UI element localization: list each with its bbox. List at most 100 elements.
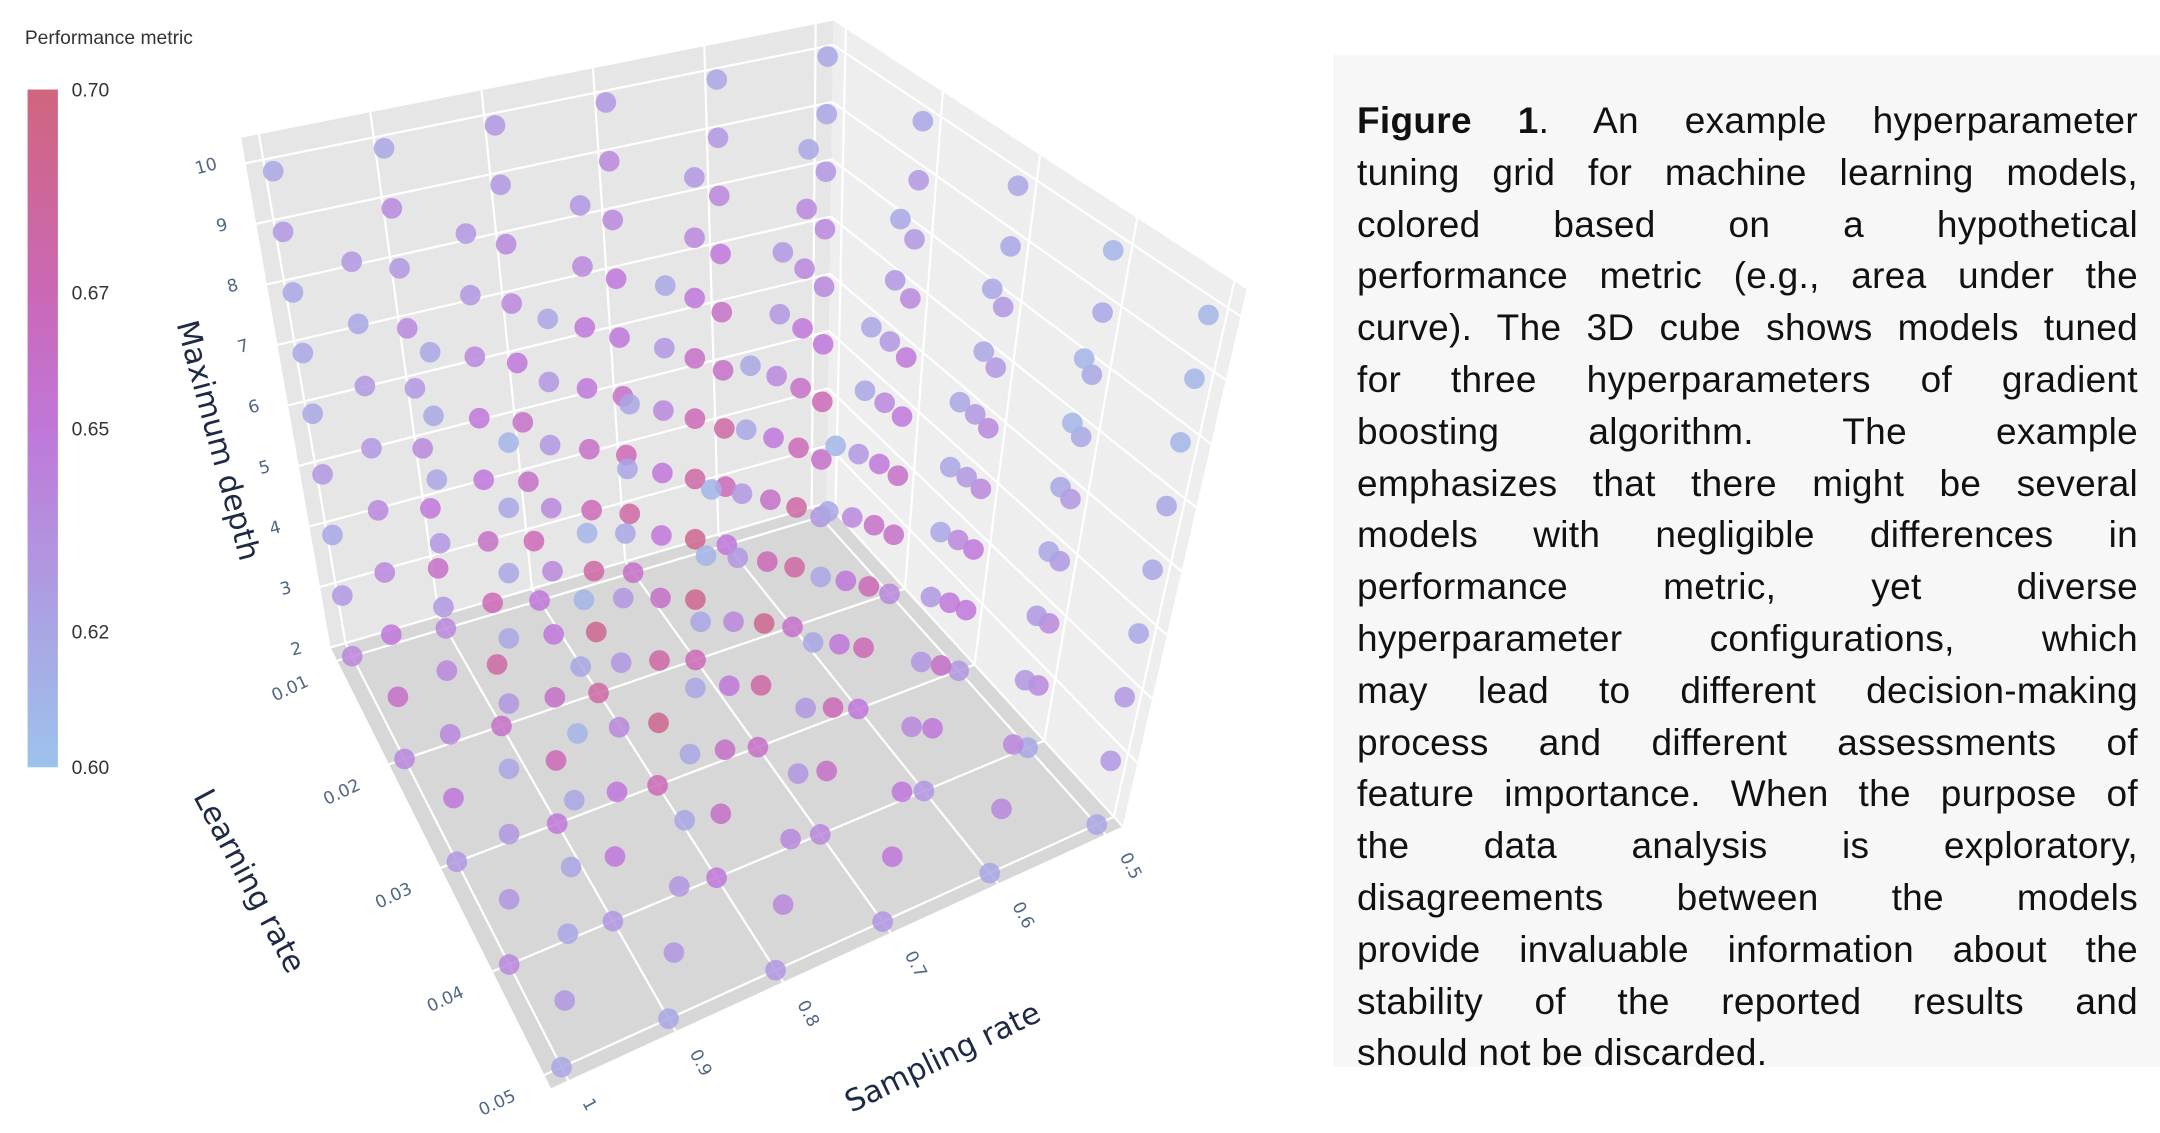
data-point[interactable] bbox=[731, 483, 753, 505]
data-point[interactable] bbox=[389, 257, 410, 279]
data-point[interactable] bbox=[825, 435, 846, 457]
data-point[interactable] bbox=[579, 438, 600, 460]
data-point[interactable] bbox=[858, 576, 880, 597]
data-point[interactable] bbox=[538, 371, 560, 393]
data-point[interactable] bbox=[956, 466, 978, 488]
data-point[interactable] bbox=[563, 789, 585, 811]
data-point[interactable] bbox=[1198, 304, 1219, 326]
data-point[interactable] bbox=[1062, 412, 1083, 434]
data-point[interactable] bbox=[396, 317, 418, 339]
data-point[interactable] bbox=[684, 528, 706, 550]
data-point[interactable] bbox=[387, 686, 409, 708]
data-point[interactable] bbox=[973, 341, 995, 362]
data-point[interactable] bbox=[763, 427, 784, 449]
data-point[interactable] bbox=[404, 377, 426, 399]
data-point[interactable] bbox=[910, 651, 932, 673]
data-point[interactable] bbox=[650, 587, 671, 609]
data-point[interactable] bbox=[798, 138, 819, 160]
data-point[interactable] bbox=[900, 288, 921, 309]
data-point[interactable] bbox=[498, 954, 520, 975]
data-point[interactable] bbox=[769, 303, 791, 325]
data-point[interactable] bbox=[543, 623, 564, 645]
data-point[interactable] bbox=[890, 208, 911, 230]
data-point[interactable] bbox=[795, 697, 816, 719]
data-point[interactable] bbox=[482, 592, 503, 614]
data-point[interactable] bbox=[904, 229, 925, 250]
data-point[interactable] bbox=[498, 627, 520, 649]
data-point[interactable] bbox=[710, 803, 732, 825]
data-point[interactable] bbox=[753, 613, 775, 634]
data-point[interactable] bbox=[506, 352, 528, 374]
data-point[interactable] bbox=[412, 438, 434, 459]
data-point[interactable] bbox=[756, 551, 778, 572]
data-point[interactable] bbox=[574, 317, 596, 338]
data-point[interactable] bbox=[570, 656, 592, 677]
data-point[interactable] bbox=[546, 813, 568, 834]
data-point[interactable] bbox=[684, 408, 706, 429]
data-point[interactable] bbox=[573, 589, 595, 611]
data-point[interactable] bbox=[540, 497, 562, 519]
data-point[interactable] bbox=[881, 846, 903, 868]
data-point[interactable] bbox=[747, 736, 769, 758]
data-point[interactable] bbox=[498, 888, 520, 910]
data-point[interactable] bbox=[772, 241, 794, 263]
data-point[interactable] bbox=[560, 856, 582, 878]
data-point[interactable] bbox=[490, 174, 511, 196]
data-point[interactable] bbox=[498, 497, 520, 519]
data-point[interactable] bbox=[787, 763, 809, 784]
data-point[interactable] bbox=[887, 465, 909, 487]
data-point[interactable] bbox=[816, 760, 837, 782]
data-point[interactable] bbox=[884, 269, 906, 291]
data-point[interactable] bbox=[816, 103, 838, 125]
data-point[interactable] bbox=[949, 391, 971, 413]
data-point[interactable] bbox=[948, 660, 969, 682]
data-point[interactable] bbox=[708, 185, 730, 207]
data-point[interactable] bbox=[977, 417, 999, 439]
data-point[interactable] bbox=[576, 522, 598, 544]
data-point[interactable] bbox=[991, 798, 1012, 820]
data-point[interactable] bbox=[498, 432, 519, 453]
data-point[interactable] bbox=[765, 959, 786, 981]
data-point[interactable] bbox=[443, 787, 464, 809]
data-point[interactable] bbox=[712, 359, 734, 381]
data-point[interactable] bbox=[1002, 734, 1024, 755]
data-point[interactable] bbox=[684, 167, 705, 188]
data-point[interactable] bbox=[484, 115, 506, 136]
data-point[interactable] bbox=[811, 391, 833, 413]
data-point[interactable] bbox=[331, 585, 353, 606]
data-point[interactable] bbox=[786, 497, 807, 518]
data-point[interactable] bbox=[679, 743, 701, 765]
data-point[interactable] bbox=[292, 342, 314, 364]
data-point[interactable] bbox=[947, 529, 969, 551]
data-point[interactable] bbox=[713, 418, 735, 439]
data-point[interactable] bbox=[495, 233, 517, 255]
data-point[interactable] bbox=[684, 677, 706, 699]
data-point[interactable] bbox=[706, 69, 728, 90]
data-point[interactable] bbox=[537, 308, 559, 330]
data-point[interactable] bbox=[684, 468, 706, 490]
data-point[interactable] bbox=[981, 278, 1003, 300]
data-point[interactable] bbox=[569, 195, 591, 216]
data-point[interactable] bbox=[930, 521, 951, 543]
data-point[interactable] bbox=[420, 498, 441, 519]
data-point[interactable] bbox=[498, 823, 520, 845]
data-point[interactable] bbox=[312, 464, 333, 485]
data-point[interactable] bbox=[435, 618, 457, 639]
data-point[interactable] bbox=[794, 258, 815, 280]
data-point[interactable] bbox=[605, 268, 627, 290]
data-point[interactable] bbox=[648, 712, 669, 734]
data-point[interactable] bbox=[685, 589, 706, 610]
data-point[interactable] bbox=[811, 449, 832, 470]
data-point[interactable] bbox=[1007, 175, 1029, 197]
data-point[interactable] bbox=[809, 824, 831, 845]
data-point[interactable] bbox=[760, 489, 781, 511]
data-point[interactable] bbox=[429, 532, 451, 554]
data-point[interactable] bbox=[272, 221, 294, 243]
data-point[interactable] bbox=[460, 284, 481, 306]
data-point[interactable] bbox=[615, 523, 636, 544]
data-point[interactable] bbox=[651, 525, 672, 546]
data-point[interactable] bbox=[1038, 541, 1060, 562]
data-point[interactable] bbox=[595, 92, 617, 113]
data-point[interactable] bbox=[557, 923, 579, 945]
data-point[interactable] bbox=[802, 632, 824, 653]
